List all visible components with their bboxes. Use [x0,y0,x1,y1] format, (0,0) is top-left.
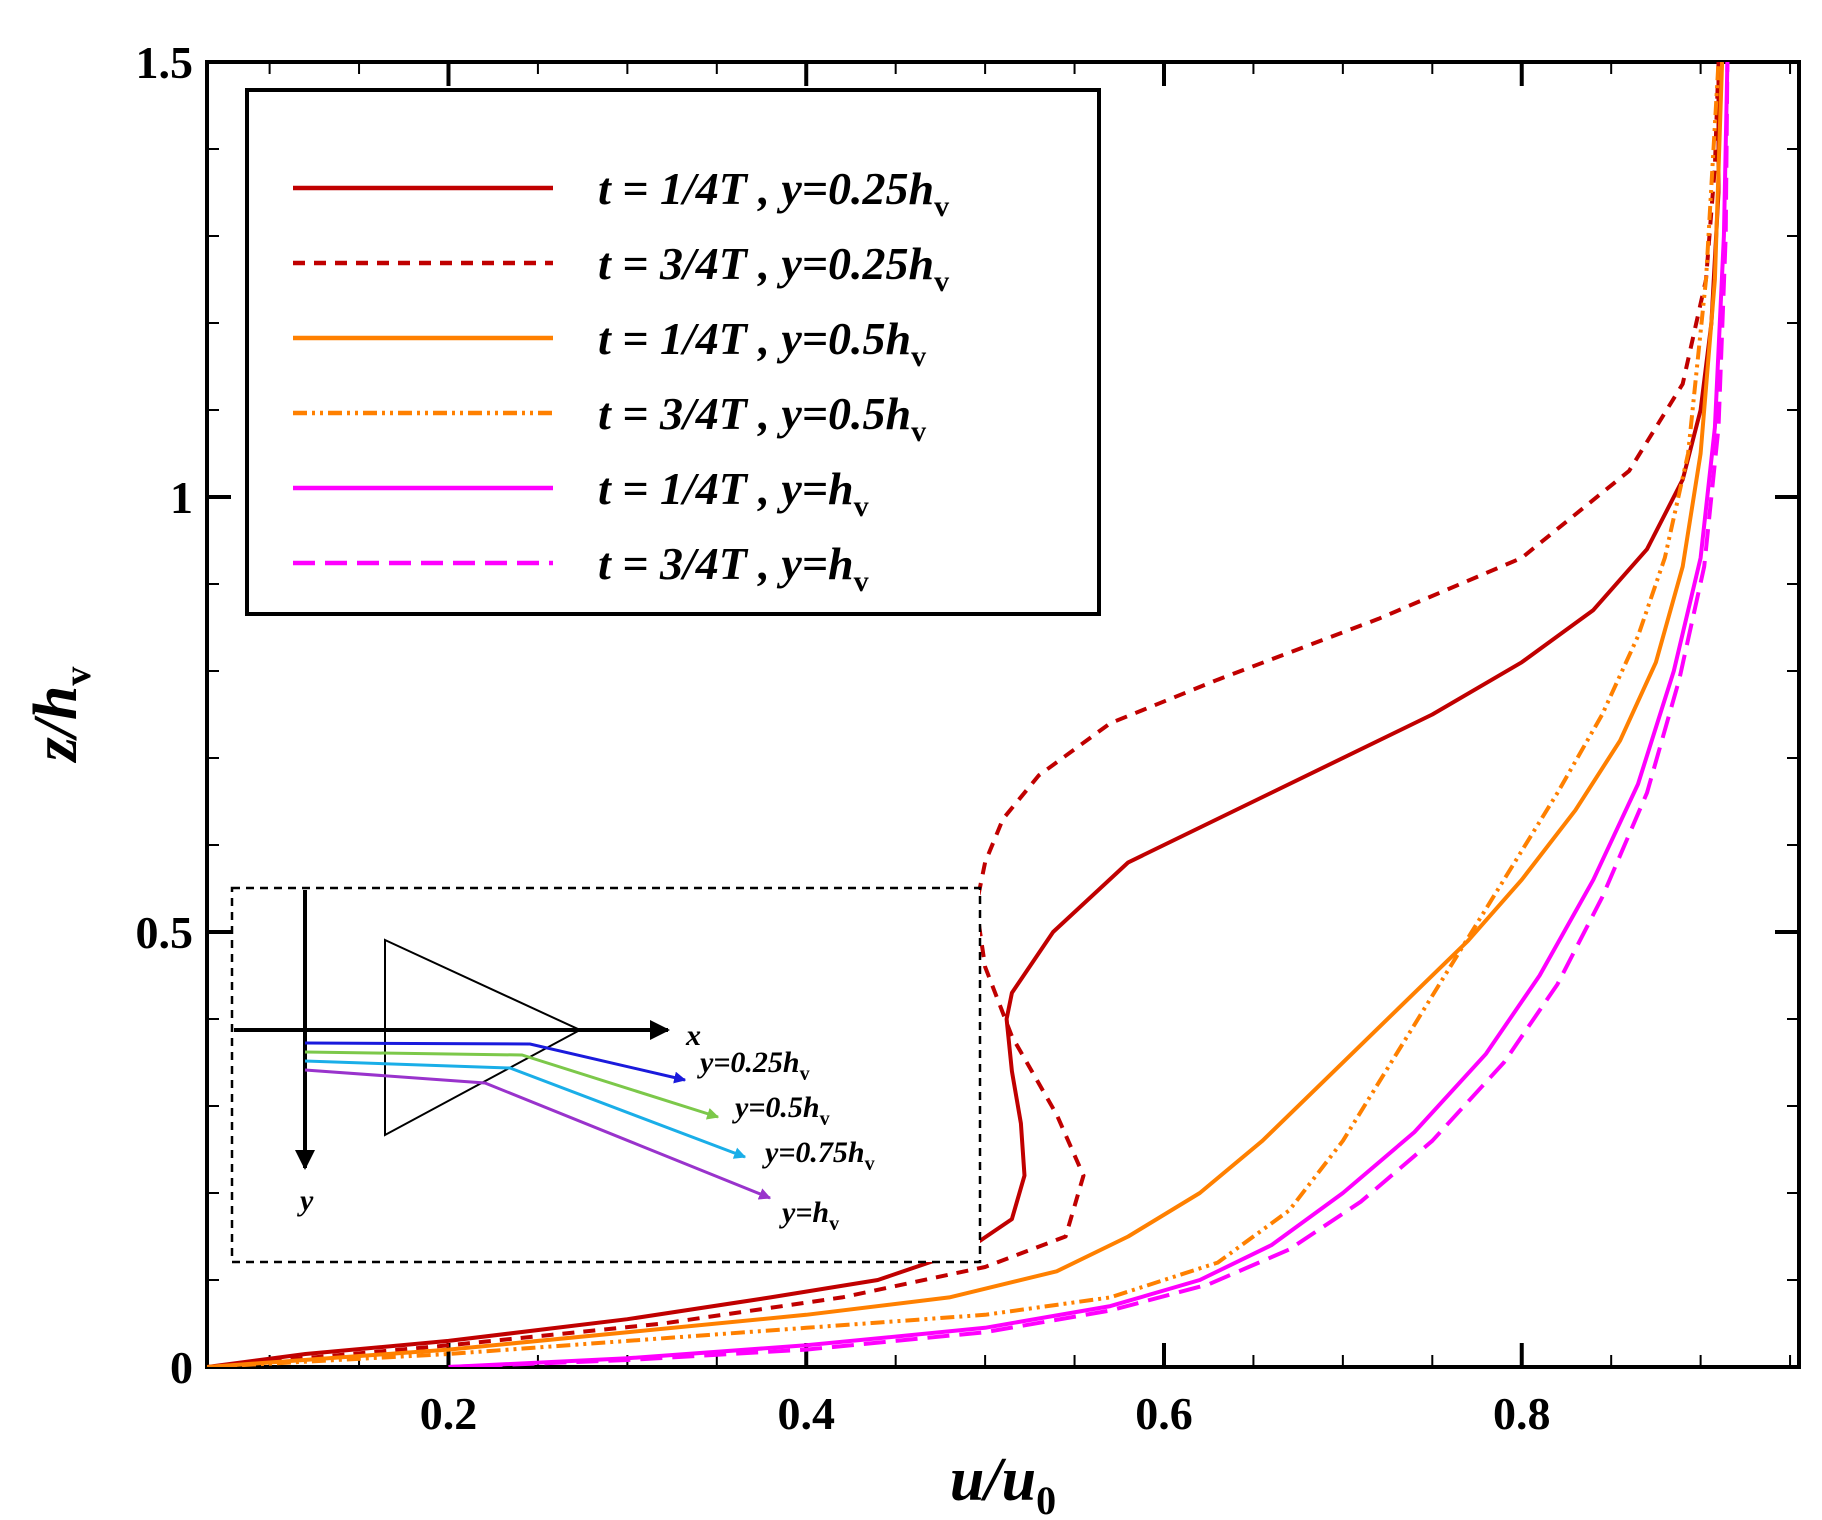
inset-flow-label-sub: v [820,1108,830,1130]
y-tick-label: 0 [170,1342,193,1393]
inset-flow-label-sub: v [865,1153,875,1175]
legend-label-main: t = 3/4T , y=h [598,538,854,589]
legend-label-sub: v [911,340,926,373]
series-line-3 [207,62,1725,1367]
plot-frame [205,60,1801,1369]
inset-flow-line-3 [304,1059,747,1159]
series-line-1 [207,62,1721,1367]
inset-flow-label-sub: v [829,1213,839,1235]
y-tick-label: 0.5 [136,907,194,958]
x-tick-label: 0.8 [1493,1388,1551,1439]
legend-label-main: t = 1/4T , y=0.25h [598,163,934,214]
legend-label-6: t = 3/4T , y=hv [598,538,869,598]
inset-flow-label-main: y=0.5h [732,1091,820,1124]
legend-label-main: t = 1/4T , y=0.5h [598,313,911,364]
x-tick-label: 0.4 [777,1388,835,1439]
legend-label-2: t = 3/4T , y=0.25hv [598,238,949,298]
legend-label-main: t = 1/4T , y=h [598,463,854,514]
inset-flow-line-4 [304,1068,772,1200]
y-tick-label: 1.5 [136,37,194,88]
inset-flow-label-main: y=0.25h [697,1046,800,1079]
inset-flow-line-1 [304,1041,687,1084]
inset-flow-label-main: y=0.75h [762,1136,865,1169]
legend-label-main: t = 3/4T , y=0.25h [598,238,934,289]
inset-flow-label-1: y=0.25hv [697,1046,810,1085]
x-axis-title: u/u0 [950,1446,1056,1520]
legend-label-sub: v [934,190,949,223]
ticks-group: 0.2 0.4 0.6 0.8 0 0.5 1 1.5 [136,37,1799,1439]
inset-flow-label-3: y=0.75hv [762,1136,875,1175]
inset-flow-label-main: y=h [779,1196,829,1229]
legend-label-1: t = 1/4T , y=0.25hv [598,163,949,223]
inset-y-label: y [297,1184,314,1217]
y-axis-title: z/hv [22,667,99,764]
legend-label-main: t = 3/4T , y=0.5h [598,388,911,439]
series-line-6 [448,62,1730,1367]
y-tick-label: 1 [170,472,193,523]
legend-box [245,88,1101,616]
legend-label-sub: v [911,415,926,448]
inset-x-label: x [685,1019,701,1052]
inset-flow-label-2: y=0.5hv [732,1091,830,1130]
y-axis-title-sub: v [57,667,99,686]
legend-label-sub: v [854,565,869,598]
inset-box [230,886,982,1264]
legend-label-5: t = 1/4T , y=hv [598,463,869,523]
x-axis-title-main: u/u [950,1446,1036,1514]
inset-flow-label-4: y=hv [779,1196,839,1235]
series-line-5 [448,62,1730,1367]
x-axis-title-sub: 0 [1036,1478,1056,1520]
y-axis-title-main: z/h [22,686,90,764]
x-tick-label: 0.2 [420,1388,478,1439]
inset-flow-line-2 [304,1050,720,1120]
series-line-4 [207,62,1721,1367]
series-line-2 [207,62,1721,1367]
inset-flow-label-sub: v [800,1063,810,1085]
legend-label-4: t = 3/4T , y=0.5hv [598,388,926,448]
legend-label-sub: v [934,265,949,298]
legend-label-3: t = 1/4T , y=0.5hv [598,313,926,373]
x-tick-label: 0.6 [1135,1388,1193,1439]
series-group [207,62,1730,1367]
legend-label-sub: v [854,490,869,523]
